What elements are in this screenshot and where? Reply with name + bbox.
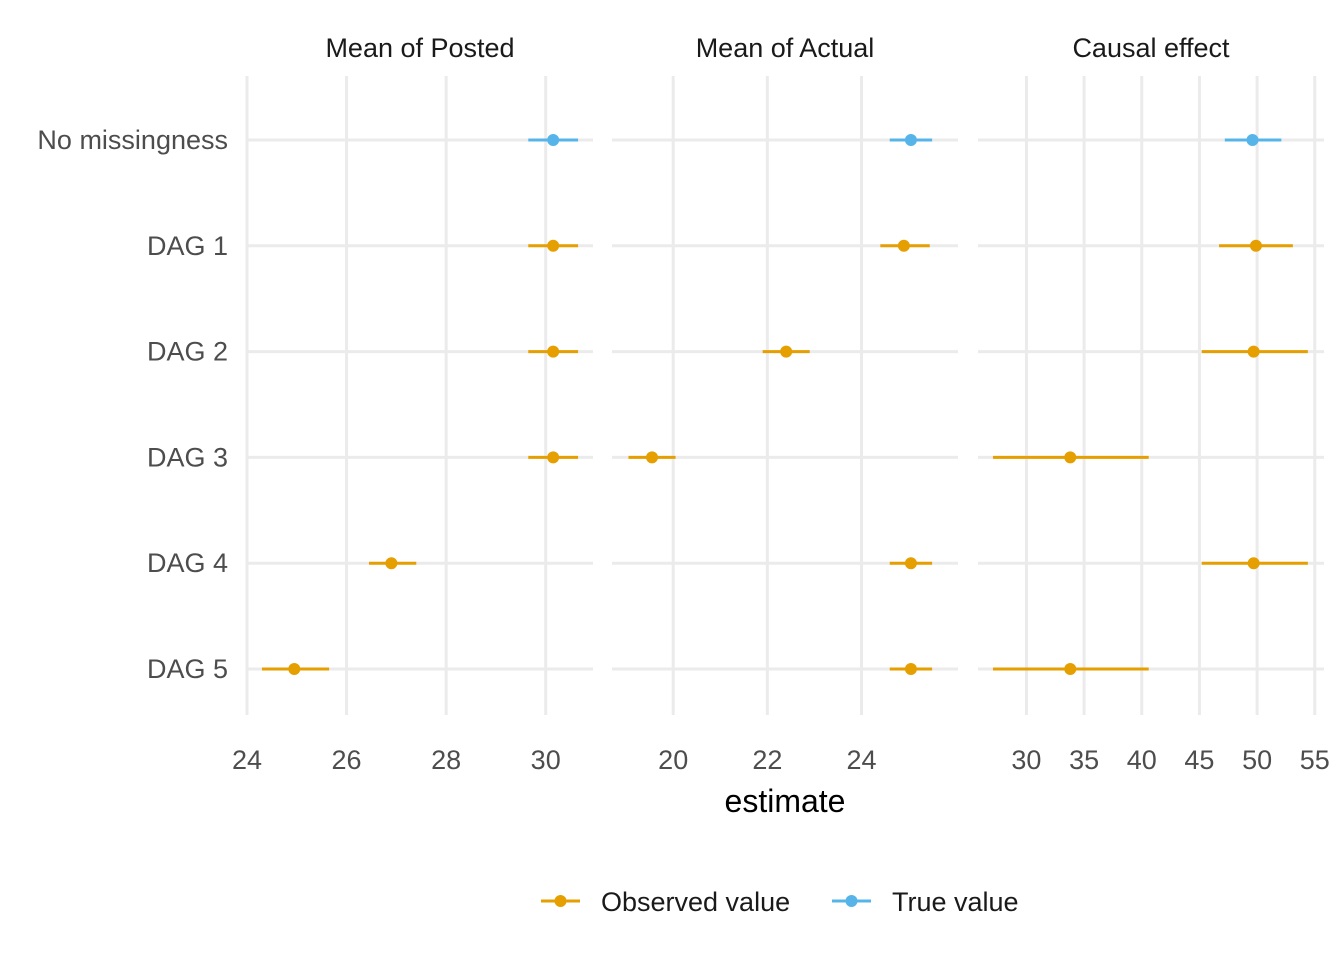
point-mean-of-posted-dag-2: [547, 345, 560, 358]
point-mean-of-posted-dag-3: [547, 451, 560, 464]
facet-title-causal-effect: Causal effect: [1072, 33, 1230, 63]
facet-title-mean-of-actual: Mean of Actual: [696, 33, 875, 63]
tick-label-mean-of-posted-24: 24: [232, 745, 262, 775]
marks-layer: [261, 134, 1308, 675]
point-mean-of-actual-dag-1: [897, 239, 910, 252]
point-mean-of-actual-dag-3: [646, 451, 659, 464]
point-mean-of-posted-dag-4: [385, 557, 398, 570]
point-mean-of-posted-dag-5: [288, 663, 301, 675]
tick-label-mean-of-actual-22: 22: [752, 745, 782, 775]
point-mean-of-posted-no-missingness: [547, 134, 560, 146]
text-layer: No missingness DAG 1 DAG 2 DAG 3 DAG 4 DAG 5 2…: [37, 33, 1329, 775]
legend-label-observed-value: Observed value: [601, 887, 790, 917]
point-mean-of-actual-dag-4: [904, 557, 917, 570]
tick-label-causal-effect-30: 30: [1011, 745, 1041, 775]
legend: Observed value True value: [541, 887, 1019, 917]
tick-label-mean-of-actual-24: 24: [846, 745, 876, 775]
legend-key-point-true-value: [845, 895, 858, 907]
point-mean-of-posted-dag-1: [547, 239, 560, 252]
tick-label-mean-of-posted-26: 26: [332, 745, 362, 775]
point-causal-effect-no-missingness: [1246, 134, 1259, 146]
row-label-dag-3: DAG 3: [147, 442, 228, 472]
tick-label-mean-of-posted-28: 28: [431, 745, 461, 775]
point-mean-of-actual-dag-2: [780, 345, 793, 358]
point-causal-effect-dag-4: [1247, 557, 1260, 570]
row-label-dag-4: DAG 4: [147, 548, 228, 578]
point-causal-effect-dag-2: [1247, 345, 1260, 358]
point-mean-of-actual-no-missingness: [904, 134, 917, 146]
legend-label-true-value: True value: [892, 887, 1019, 917]
row-label-dag-2: DAG 2: [147, 337, 228, 367]
legend-key-point-observed-value: [554, 895, 567, 907]
tick-label-causal-effect-40: 40: [1127, 745, 1157, 775]
tick-label-causal-effect-55: 55: [1300, 745, 1330, 775]
grid-layer: [245, 76, 1324, 715]
row-label-dag-5: DAG 5: [147, 654, 228, 684]
tick-label-causal-effect-45: 45: [1184, 745, 1214, 775]
point-causal-effect-dag-5: [1064, 663, 1077, 675]
point-mean-of-actual-dag-5: [904, 663, 917, 675]
point-causal-effect-dag-1: [1249, 239, 1262, 252]
point-causal-effect-dag-3: [1064, 451, 1077, 464]
tick-label-mean-of-posted-30: 30: [531, 745, 561, 775]
x-axis-title: estimate: [725, 783, 846, 819]
tick-label-mean-of-actual-20: 20: [658, 745, 688, 775]
facet-title-mean-of-posted: Mean of Posted: [325, 33, 514, 63]
tick-label-causal-effect-35: 35: [1069, 745, 1099, 775]
tick-label-causal-effect-50: 50: [1242, 745, 1272, 775]
row-label-dag-1: DAG 1: [147, 231, 228, 261]
row-label-no-missingness: No missingness: [37, 125, 228, 155]
